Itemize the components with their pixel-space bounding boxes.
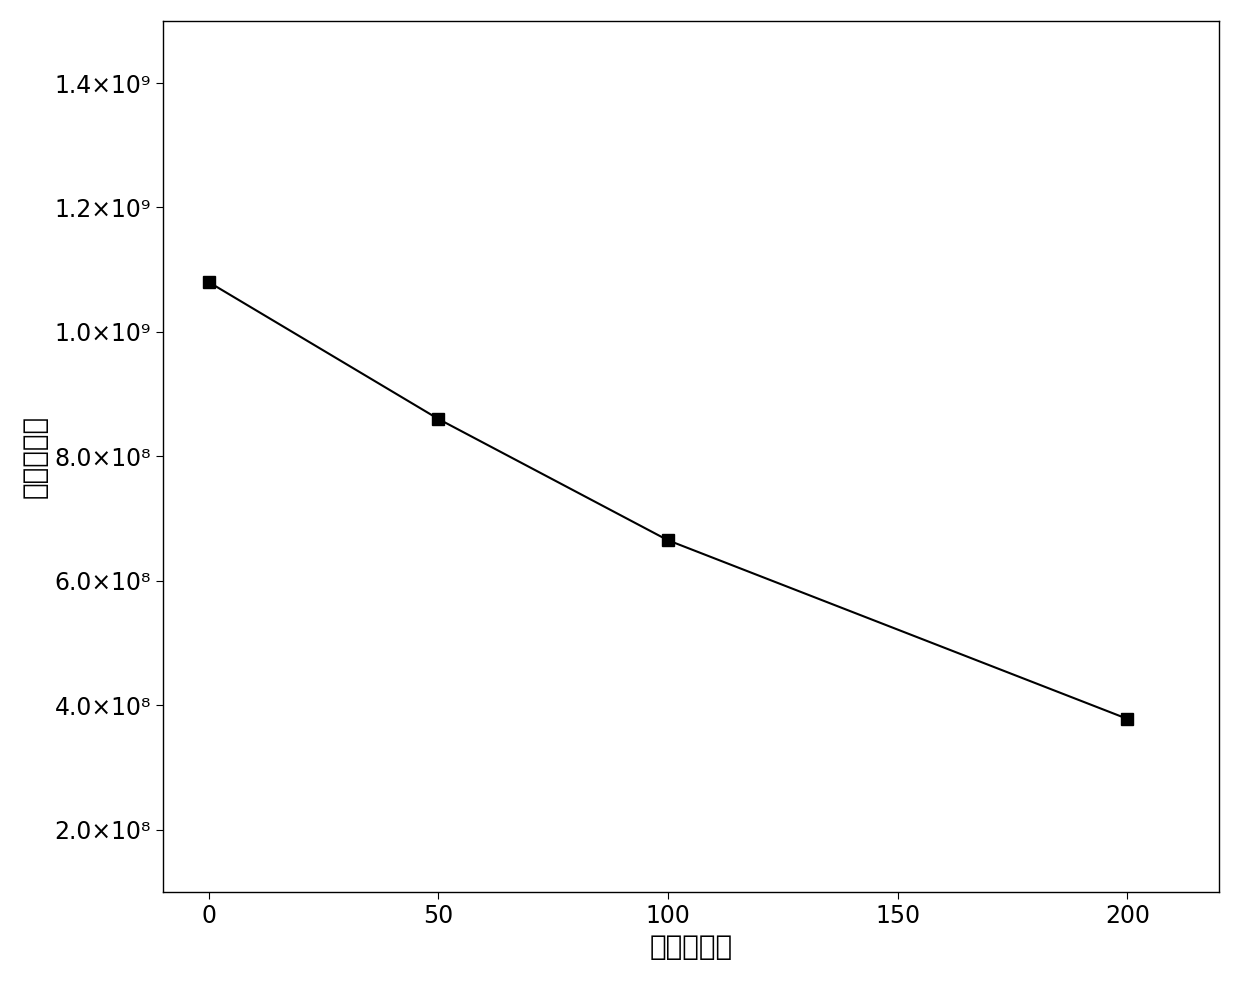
- Y-axis label: 自由基含量: 自由基含量: [21, 414, 48, 498]
- X-axis label: 热循环次数: 热循环次数: [650, 933, 733, 961]
